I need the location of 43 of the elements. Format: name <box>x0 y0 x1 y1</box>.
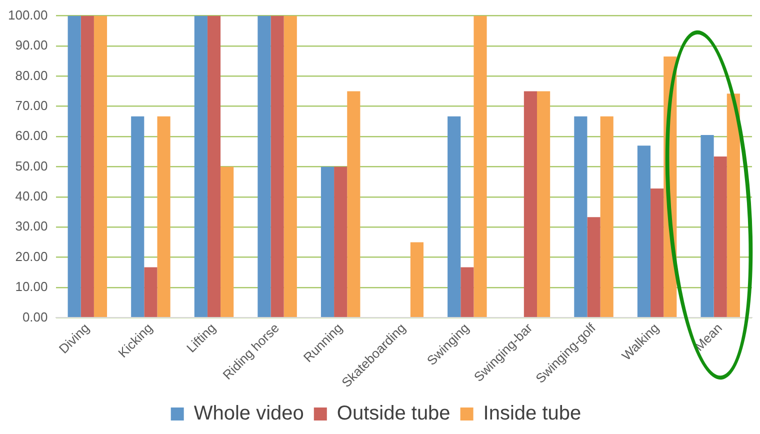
bar <box>284 16 297 318</box>
y-tick-label: 40.00 <box>15 188 48 204</box>
bar <box>600 116 614 318</box>
bar <box>320 166 334 318</box>
bar <box>537 91 550 318</box>
bar <box>650 188 664 318</box>
bar <box>460 267 474 318</box>
bar <box>220 166 234 318</box>
legend-label: Outside tube <box>336 402 450 425</box>
y-tick-label: 90.00 <box>15 38 48 53</box>
legend-label: Inside tube <box>483 402 582 425</box>
y-tick-label: 70.00 <box>15 98 48 113</box>
bar <box>80 16 94 318</box>
bar <box>258 16 271 318</box>
y-tick-label: 0.00 <box>22 309 48 324</box>
y-tick-label: 20.00 <box>15 248 48 264</box>
bar <box>637 146 651 318</box>
bar <box>448 116 461 318</box>
bar <box>94 16 108 318</box>
bar <box>334 166 348 318</box>
y-tick-label: 50.00 <box>15 158 48 174</box>
bar <box>270 16 284 318</box>
legend-label: Whole video <box>194 402 304 425</box>
bar <box>574 116 588 318</box>
y-tick-label: 80.00 <box>15 68 48 83</box>
bar <box>700 135 714 318</box>
bar <box>524 91 538 318</box>
y-tick-label: 10.00 <box>15 279 48 294</box>
y-tick-label: 100.00 <box>8 7 48 22</box>
bar <box>410 242 424 318</box>
bar <box>347 91 360 318</box>
bar <box>726 94 740 318</box>
y-tick-label: 30.00 <box>15 218 48 234</box>
bar <box>157 116 170 318</box>
bar <box>144 267 158 318</box>
bar <box>474 16 487 318</box>
bar <box>207 16 221 318</box>
bar <box>131 116 144 318</box>
bar <box>194 16 208 318</box>
y-tick-label: 60.00 <box>15 128 48 144</box>
bar <box>714 156 727 318</box>
bar <box>587 217 600 318</box>
bar <box>68 16 81 318</box>
